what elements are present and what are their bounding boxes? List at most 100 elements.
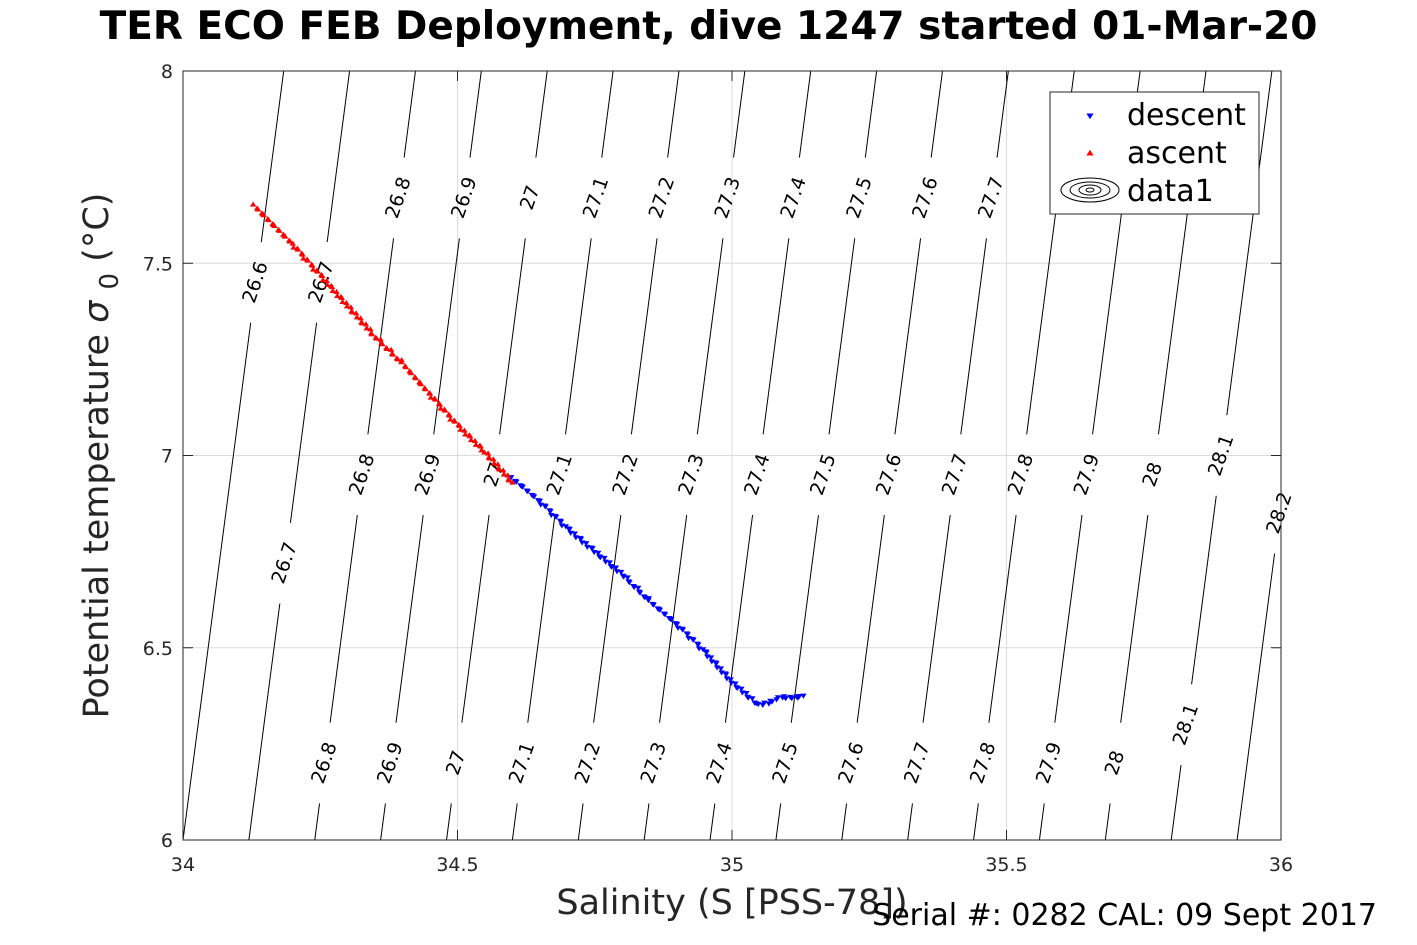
- series-descent: [508, 475, 807, 708]
- data-point-descent: [684, 632, 691, 638]
- data-point-descent: [738, 686, 745, 692]
- data-point-ascent: [300, 255, 307, 261]
- data-point-ascent: [490, 460, 498, 466]
- series-ascent: [249, 201, 516, 485]
- contour-line: [1054, 515, 1083, 723]
- contour-label: 26.8: [345, 451, 380, 498]
- contour-line: [260, 70, 285, 243]
- contour-26.8: 26.8 26.8 26.8: [307, 70, 416, 841]
- contour-line: [461, 515, 490, 723]
- data-point-descent: [557, 519, 565, 525]
- data-point-descent: [634, 585, 642, 591]
- data-point-descent: [645, 598, 652, 604]
- axis-ticks: 34 34.5 35 35.5 36 6 6.5 7 7.5 8: [143, 61, 1293, 876]
- data-point-descent: [713, 661, 720, 667]
- data-point-descent: [732, 681, 739, 687]
- data-point-ascent: [353, 314, 361, 320]
- data-point-descent: [566, 527, 573, 533]
- contour-26.7: 26.726.7: [248, 70, 351, 841]
- contour-26.6: 26.6: [182, 70, 285, 841]
- data-point-ascent: [260, 212, 268, 218]
- data-point-ascent: [427, 394, 435, 400]
- contour-line: [762, 238, 790, 435]
- data-point-ascent: [457, 426, 464, 432]
- y-tick-label: 7: [161, 446, 173, 468]
- legend-contour-ring: [1060, 177, 1120, 203]
- contour-line: [667, 70, 680, 158]
- contour-label: 26.9: [447, 174, 482, 221]
- contour-label: 27: [516, 183, 545, 213]
- contour-line: [248, 603, 281, 841]
- data-point-descent: [690, 637, 697, 643]
- data-point-ascent: [462, 431, 469, 437]
- contour-label: 26.9: [373, 739, 408, 786]
- data-point-ascent: [309, 262, 316, 268]
- contour-line: [433, 238, 460, 435]
- data-point-descent: [782, 696, 789, 702]
- data-point-ascent: [373, 335, 380, 341]
- data-point-ascent: [426, 390, 434, 396]
- data-point-ascent: [334, 292, 341, 298]
- data-point-descent: [743, 691, 750, 697]
- contour-line: [960, 238, 987, 435]
- data-point-descent: [519, 484, 526, 490]
- contour-line: [907, 803, 913, 841]
- data-point-descent: [679, 627, 687, 633]
- contour-line: [696, 238, 724, 435]
- data-point-ascent: [343, 303, 351, 309]
- data-point-ascent: [319, 272, 326, 279]
- contour-line: [922, 515, 951, 723]
- contour-label: 27.7: [900, 739, 935, 786]
- data-point-descent: [577, 536, 585, 542]
- data-point-ascent: [333, 288, 340, 295]
- data-point-descent: [800, 693, 807, 699]
- data-point-ascent: [509, 479, 516, 485]
- data-point-descent: [536, 498, 544, 504]
- data-point-ascent: [328, 283, 336, 290]
- contour-label: 27.1: [542, 451, 577, 498]
- x-tick-label: 34.5: [436, 854, 478, 876]
- data-point-ascent: [467, 436, 475, 443]
- data-point-ascent: [384, 345, 391, 351]
- data-point-ascent: [408, 370, 415, 376]
- contour-line: [527, 515, 556, 723]
- data-point-descent: [626, 580, 633, 586]
- data-point-descent: [796, 694, 803, 700]
- data-point-descent: [650, 602, 657, 608]
- y-tick-label: 8: [161, 61, 173, 83]
- data-point-ascent: [451, 418, 459, 424]
- data-point-ascent: [329, 287, 336, 294]
- contour-label: 27.1: [579, 174, 614, 221]
- data-point-ascent: [309, 266, 317, 272]
- data-point-descent: [601, 555, 608, 561]
- y-tick-label: 7.5: [143, 253, 173, 275]
- data-point-ascent: [504, 472, 511, 478]
- data-point-ascent: [398, 359, 405, 365]
- data-point-ascent: [441, 407, 449, 413]
- contour-line: [828, 238, 856, 435]
- data-point-ascent: [363, 325, 370, 331]
- contour-line: [733, 70, 746, 158]
- data-point-ascent: [499, 467, 507, 473]
- data-point-descent: [668, 617, 675, 623]
- data-point-descent: [636, 590, 644, 596]
- data-point-descent: [768, 699, 776, 705]
- data-point-descent: [624, 575, 631, 581]
- contour-line: [326, 70, 351, 243]
- contour-line: [1104, 803, 1111, 841]
- legend-label-data1: data1: [1127, 174, 1214, 209]
- data-point-ascent: [461, 427, 468, 433]
- contour-line: [469, 70, 482, 158]
- contour-label: 27.4: [776, 174, 811, 221]
- data-point-descent: [583, 541, 590, 547]
- contour-line: [864, 70, 878, 158]
- data-point-ascent: [304, 257, 312, 263]
- contour-line: [841, 803, 848, 841]
- data-point-descent: [727, 677, 734, 683]
- data-point-ascent: [286, 238, 294, 244]
- contour-line: [790, 515, 819, 723]
- contour-label: 27.6: [908, 174, 943, 221]
- data-point-descent: [552, 514, 560, 520]
- data-point-descent: [530, 494, 538, 500]
- contour-28.2: 28.2: [1236, 489, 1297, 841]
